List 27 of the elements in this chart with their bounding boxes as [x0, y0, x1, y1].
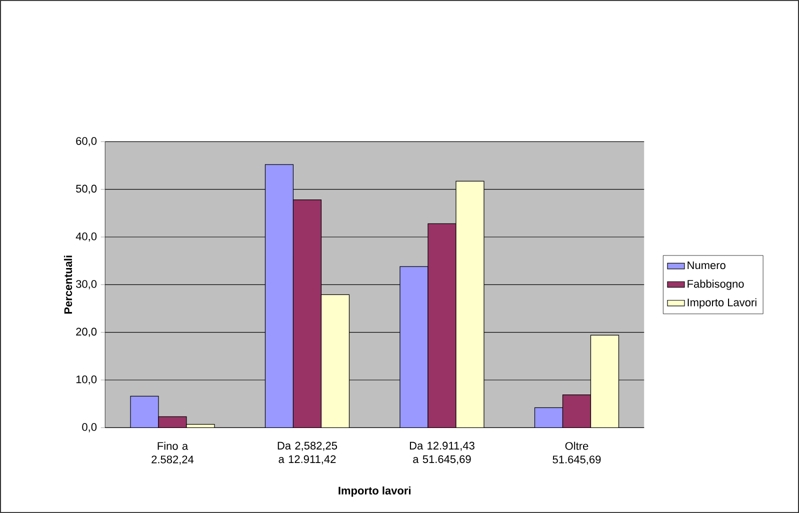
y-tick-label: 60,0: [76, 137, 97, 146]
y-tick-label: 30,0: [76, 280, 97, 290]
legend-label: Numero: [688, 261, 726, 270]
bar: [320, 294, 350, 428]
bar: [130, 396, 159, 428]
y-axis-title: Percentuali: [64, 256, 72, 314]
bar: [264, 164, 294, 428]
legend-label: Importo Lavori: [688, 298, 756, 309]
legend-label: Fabbisogno: [688, 280, 744, 290]
y-tick-label: 0,0: [82, 423, 97, 432]
x-axis-title: Importo lavori: [338, 486, 410, 497]
x-tick-label: Fino a 2.582,24: [152, 442, 194, 465]
bar: [400, 266, 428, 428]
bar: [456, 180, 484, 428]
x-tick-label: Oltre 51.645,69: [552, 442, 601, 465]
y-tick-label: 10,0: [76, 375, 97, 385]
bar: [590, 334, 620, 428]
bar: [562, 394, 592, 428]
y-tick-label: 50,0: [76, 184, 97, 194]
bar: [158, 416, 186, 428]
y-tick-label: 20,0: [76, 328, 97, 337]
bar: [428, 223, 456, 428]
x-tick-label: Da 2,582,25 a 12.911,42: [278, 442, 338, 464]
bar: [534, 407, 564, 428]
x-tick-label: Da 12.911,43 a 51.645,69: [410, 442, 474, 464]
bar: [292, 200, 322, 428]
y-tick-label: 40,0: [76, 232, 97, 242]
